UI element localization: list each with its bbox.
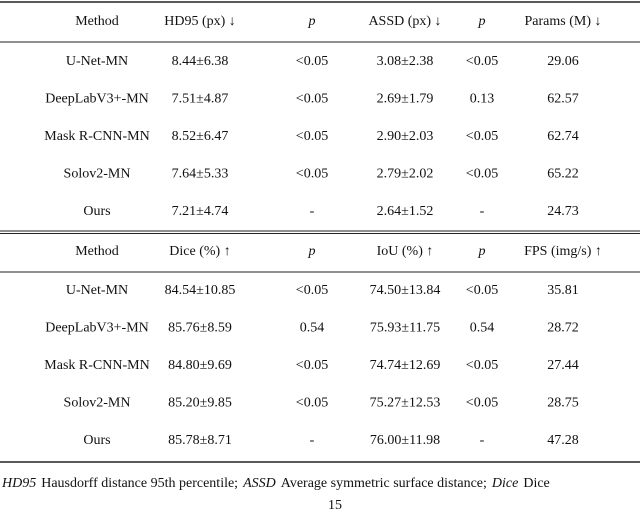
cell: 8.44±6.38 bbox=[172, 54, 229, 69]
cell: <0.05 bbox=[296, 396, 328, 411]
column-header: ASSD (px) ↓ bbox=[368, 14, 441, 29]
cell: - bbox=[480, 204, 485, 219]
column-header: p bbox=[308, 14, 316, 29]
cell: 62.74 bbox=[547, 129, 579, 144]
cell: 47.28 bbox=[547, 433, 579, 448]
cell: 35.81 bbox=[547, 283, 579, 298]
cell: 2.64±1.52 bbox=[377, 204, 434, 219]
cell: 0.13 bbox=[470, 92, 495, 107]
cell: 2.79±2.02 bbox=[377, 167, 434, 182]
cell: 7.21±4.74 bbox=[172, 204, 229, 219]
method-name: U-Net-MN bbox=[66, 54, 128, 69]
method-name: Mask R-CNN-MN bbox=[44, 358, 149, 373]
cell: 62.57 bbox=[547, 92, 579, 107]
footnote-definition: Average symmetric surface distance; bbox=[281, 476, 487, 491]
column-header: p bbox=[478, 14, 486, 29]
footnote: HD95 Hausdorff distance 95th percentile; A… bbox=[1, 476, 550, 491]
cell: 2.90±2.03 bbox=[377, 129, 434, 144]
method-name: Ours bbox=[83, 433, 110, 448]
column-header: Method bbox=[75, 14, 119, 29]
cell: <0.05 bbox=[466, 396, 498, 411]
footnote-definition: Hausdorff distance 95th percentile; bbox=[41, 476, 238, 491]
cell: <0.05 bbox=[296, 283, 328, 298]
cell: 84.80±9.69 bbox=[168, 358, 232, 373]
cell: 24.73 bbox=[547, 204, 579, 219]
cell: 29.06 bbox=[547, 54, 579, 69]
cell: <0.05 bbox=[466, 129, 498, 144]
column-header: Dice (%) ↑ bbox=[169, 244, 230, 259]
method-name: DeepLabV3+-MN bbox=[45, 92, 149, 107]
cell: - bbox=[480, 433, 485, 448]
cell: <0.05 bbox=[296, 129, 328, 144]
method-name: DeepLabV3+-MN bbox=[45, 321, 149, 336]
cell: 0.54 bbox=[300, 321, 325, 336]
column-header: IoU (%) ↑ bbox=[377, 244, 434, 259]
cell: 65.22 bbox=[547, 167, 579, 182]
cell: 27.44 bbox=[547, 358, 579, 373]
cell: 85.76±8.59 bbox=[168, 321, 232, 336]
cell: 84.54±10.85 bbox=[165, 283, 236, 298]
method-name: U-Net-MN bbox=[66, 283, 128, 298]
cell: <0.05 bbox=[296, 54, 328, 69]
column-header: Params (M) ↓ bbox=[525, 14, 602, 29]
cell: 2.69±1.79 bbox=[377, 92, 434, 107]
cell: 7.64±5.33 bbox=[172, 167, 229, 182]
cell: <0.05 bbox=[466, 54, 498, 69]
cell: 28.72 bbox=[547, 321, 579, 336]
cell: <0.05 bbox=[466, 167, 498, 182]
cell: 76.00±11.98 bbox=[370, 433, 440, 448]
cell: <0.05 bbox=[296, 167, 328, 182]
cell: <0.05 bbox=[296, 358, 328, 373]
cell: 75.93±11.75 bbox=[370, 321, 440, 336]
cell: 85.20±9.85 bbox=[168, 396, 232, 411]
cell: - bbox=[310, 204, 315, 219]
column-header: Method bbox=[75, 244, 119, 259]
cell: 85.78±8.71 bbox=[168, 433, 232, 448]
cell: 28.75 bbox=[547, 396, 579, 411]
cell: 75.27±12.53 bbox=[370, 396, 441, 411]
column-header: HD95 (px) ↓ bbox=[164, 14, 236, 29]
footnote-term: Dice bbox=[491, 476, 518, 491]
cell: 74.50±13.84 bbox=[370, 283, 441, 298]
cell: <0.05 bbox=[466, 283, 498, 298]
cell: 8.52±6.47 bbox=[172, 129, 229, 144]
footnote-term: HD95 bbox=[1, 476, 36, 491]
method-name: Mask R-CNN-MN bbox=[44, 129, 149, 144]
cell: 74.74±12.69 bbox=[370, 358, 441, 373]
footnote-term: ASSD bbox=[242, 476, 276, 491]
column-header: FPS (img/s) ↑ bbox=[524, 244, 602, 259]
page-number: 15 bbox=[328, 498, 342, 510]
column-header: p bbox=[308, 244, 316, 259]
method-name: Ours bbox=[83, 204, 110, 219]
cell: 3.08±2.38 bbox=[377, 54, 434, 69]
cell: - bbox=[310, 433, 315, 448]
column-header: p bbox=[478, 244, 486, 259]
footnote-definition: Dice bbox=[523, 476, 549, 491]
cell: <0.05 bbox=[296, 92, 328, 107]
cell: 7.51±4.87 bbox=[172, 92, 229, 107]
method-name: Solov2-MN bbox=[64, 167, 131, 182]
method-name: Solov2-MN bbox=[64, 396, 131, 411]
cell: <0.05 bbox=[466, 358, 498, 373]
cell: 0.54 bbox=[470, 321, 495, 336]
